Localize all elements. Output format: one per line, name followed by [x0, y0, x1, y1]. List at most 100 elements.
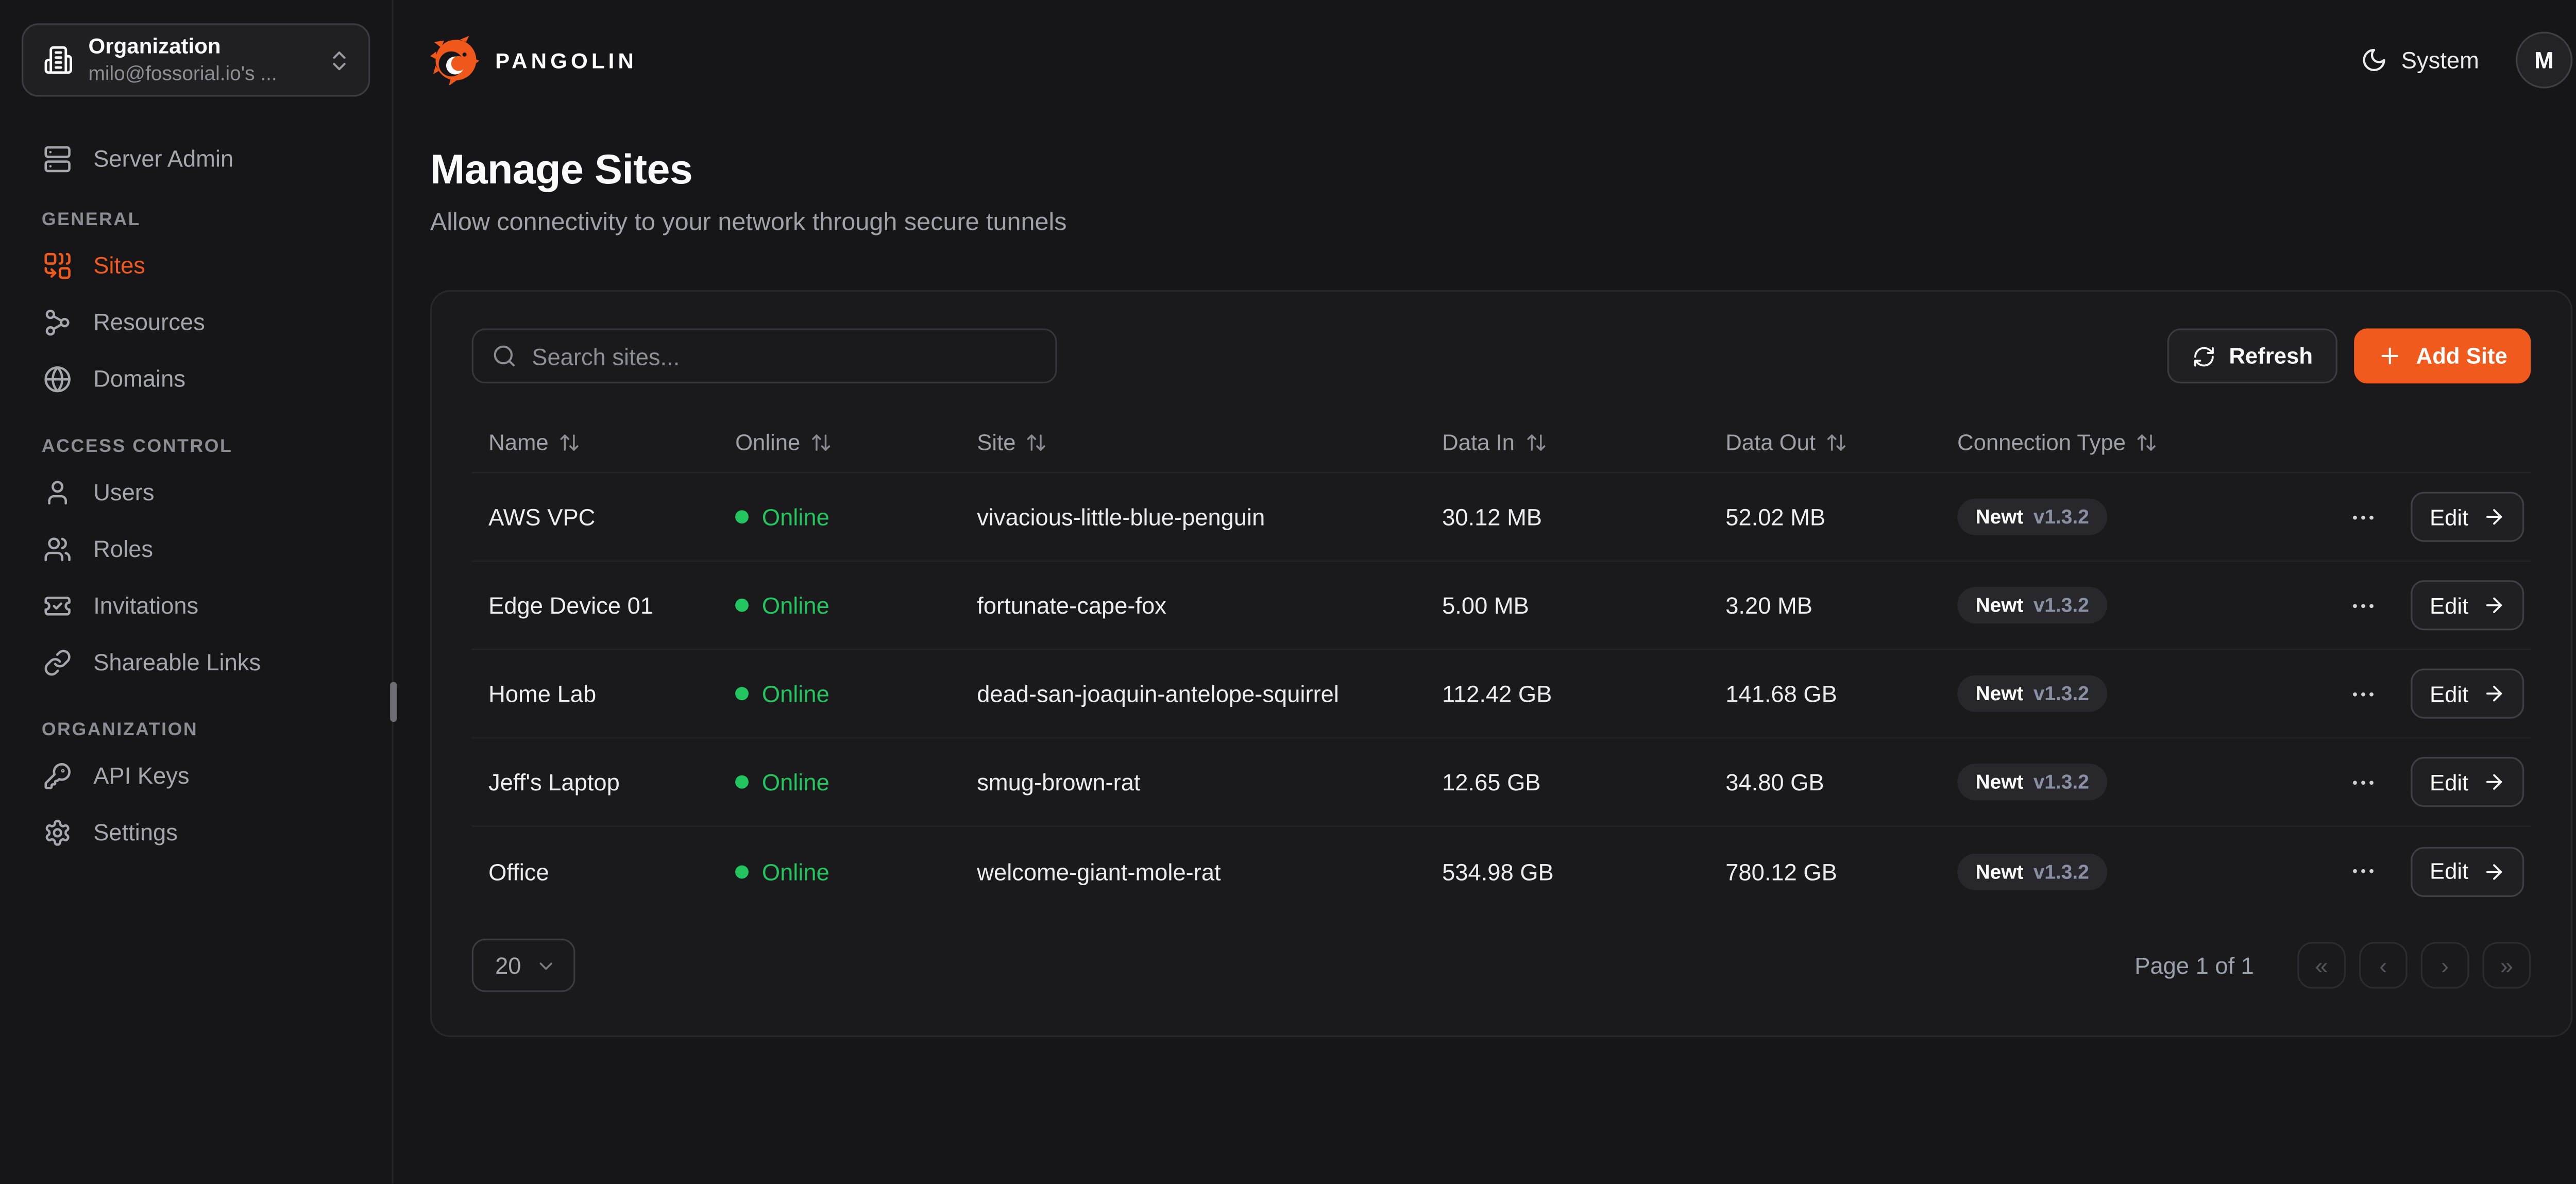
sidebar-item-server-admin[interactable]: Server Admin — [22, 130, 370, 187]
row-menu-button[interactable] — [2343, 850, 2384, 892]
column-label: Data In — [1442, 429, 1515, 454]
column-header-online[interactable]: Online — [719, 429, 960, 454]
search-icon — [492, 344, 517, 369]
data-out-cell: 780.12 GB — [1725, 857, 1837, 885]
arrow-right-icon — [2482, 770, 2505, 793]
edit-button[interactable]: Edit — [2411, 757, 2524, 807]
sidebar-item-users[interactable]: Users — [22, 464, 370, 520]
topbar: PANGOLIN System M — [430, 0, 2573, 120]
connection-name: Newt — [1975, 682, 2024, 705]
site-id-cell: smug-brown-rat — [977, 768, 1141, 796]
edit-button[interactable]: Edit — [2411, 846, 2524, 897]
ticket-check-icon — [43, 591, 72, 619]
sidebar-item-sites[interactable]: Sites — [22, 237, 370, 294]
ellipsis-icon — [2349, 768, 2377, 796]
sidebar-item-label: Server Admin — [93, 145, 234, 172]
card-toolbar: Refresh Add Site — [471, 328, 2531, 384]
row-menu-button[interactable] — [2343, 761, 2384, 803]
sidebar-item-settings[interactable]: Settings — [22, 804, 370, 860]
column-label: Site — [977, 429, 1016, 454]
sidebar-item-api-keys[interactable]: API Keys — [22, 747, 370, 804]
chevrons-left-icon: « — [2315, 952, 2328, 979]
chevron-right-icon: › — [2441, 952, 2449, 979]
connection-type-cell: Newt v1.3.2 — [1941, 587, 2317, 624]
sidebar-item-domains[interactable]: Domains — [22, 350, 370, 407]
column-header-connection-type[interactable]: Connection Type — [1941, 429, 2317, 454]
column-label: Online — [735, 429, 801, 454]
row-menu-button[interactable] — [2343, 673, 2384, 715]
sidebar-item-roles[interactable]: Roles — [22, 520, 370, 577]
sidebar-item-shareable-links[interactable]: Shareable Links — [22, 634, 370, 690]
brand-logo: PANGOLIN — [430, 35, 637, 86]
arrow-right-icon — [2482, 859, 2505, 883]
arrow-right-icon — [2482, 505, 2505, 528]
ellipsis-icon — [2349, 680, 2377, 708]
sidebar-resize-handle[interactable] — [390, 682, 397, 722]
sidebar-item-label: API Keys — [93, 762, 190, 789]
next-page-button[interactable]: › — [2420, 942, 2469, 989]
avatar-initial: M — [2534, 46, 2554, 74]
online-status-dot — [735, 598, 749, 612]
sidebar-item-label: Invitations — [93, 591, 199, 619]
edit-button[interactable]: Edit — [2411, 668, 2524, 719]
page-label: Page 1 of 1 — [2134, 952, 2255, 979]
sort-icon — [1026, 431, 1047, 452]
column-header-data-in[interactable]: Data In — [1426, 429, 1709, 454]
column-label: Name — [488, 429, 549, 454]
avatar[interactable]: M — [2516, 31, 2573, 89]
row-menu-button[interactable] — [2343, 584, 2384, 626]
share-network-icon — [43, 308, 72, 336]
first-page-button[interactable]: « — [2297, 942, 2346, 989]
link-icon — [43, 648, 72, 676]
online-status-cell: Online — [719, 680, 960, 707]
add-site-button[interactable]: Add Site — [2354, 328, 2531, 384]
moon-icon — [2361, 47, 2388, 74]
sites-card: Refresh Add Site Name — [430, 290, 2573, 1037]
last-page-button[interactable]: » — [2482, 942, 2531, 989]
sidebar: Organization milo@fossorial.io's ... Ser… — [0, 0, 397, 1184]
sidebar-item-invitations[interactable]: Invitations — [22, 577, 370, 634]
refresh-button[interactable]: Refresh — [2167, 328, 2338, 384]
org-selector[interactable]: Organization milo@fossorial.io's ... — [22, 23, 370, 97]
data-in-cell: 112.42 GB — [1442, 680, 1552, 707]
connection-name: Newt — [1975, 770, 2024, 794]
sidebar-item-resources[interactable]: Resources — [22, 294, 370, 350]
site-name-cell: Office — [488, 857, 549, 885]
online-status-label: Online — [761, 503, 829, 531]
previous-page-button[interactable]: ‹ — [2359, 942, 2408, 989]
online-status-label: Online — [761, 768, 829, 796]
topbar-right: System M — [2361, 31, 2573, 89]
page-size-select[interactable]: 20 — [471, 938, 575, 992]
edit-label: Edit — [2429, 504, 2469, 530]
data-out-cell: 3.20 MB — [1725, 591, 1812, 619]
connection-type-cell: Newt v1.3.2 — [1941, 853, 2317, 890]
column-header-name[interactable]: Name — [472, 429, 719, 454]
theme-toggle[interactable]: System — [2361, 47, 2479, 74]
user-icon — [43, 478, 72, 506]
connection-name: Newt — [1975, 859, 2024, 883]
ellipsis-icon — [2349, 857, 2377, 885]
table-row: AWS VPC Online vivacious-little-blue-pen… — [471, 473, 2531, 562]
chevron-left-icon: ‹ — [2379, 952, 2387, 979]
arrow-right-icon — [2482, 682, 2505, 705]
search-input[interactable] — [532, 342, 1037, 369]
org-selector-title: Organization — [88, 32, 221, 58]
key-icon — [43, 761, 72, 789]
page-subtitle: Allow connectivity to your network throu… — [430, 208, 1067, 237]
ellipsis-icon — [2349, 503, 2377, 531]
column-header-data-out[interactable]: Data Out — [1709, 429, 1941, 454]
data-in-cell: 12.65 GB — [1442, 768, 1541, 796]
online-status-dot — [735, 510, 749, 524]
sort-icon — [810, 431, 832, 452]
row-actions-cell: Edit — [2317, 580, 2531, 631]
edit-label: Edit — [2429, 593, 2469, 618]
data-out-cell: 52.02 MB — [1725, 503, 1826, 531]
site-id-cell: welcome-giant-mole-rat — [977, 857, 1221, 885]
edit-button[interactable]: Edit — [2411, 492, 2524, 542]
row-menu-button[interactable] — [2343, 496, 2384, 538]
data-out-cell: 141.68 GB — [1725, 680, 1837, 707]
sort-icon — [2136, 431, 2158, 452]
edit-button[interactable]: Edit — [2411, 580, 2524, 631]
connection-badge: Newt v1.3.2 — [1957, 675, 2108, 712]
column-header-site[interactable]: Site — [960, 429, 1426, 454]
